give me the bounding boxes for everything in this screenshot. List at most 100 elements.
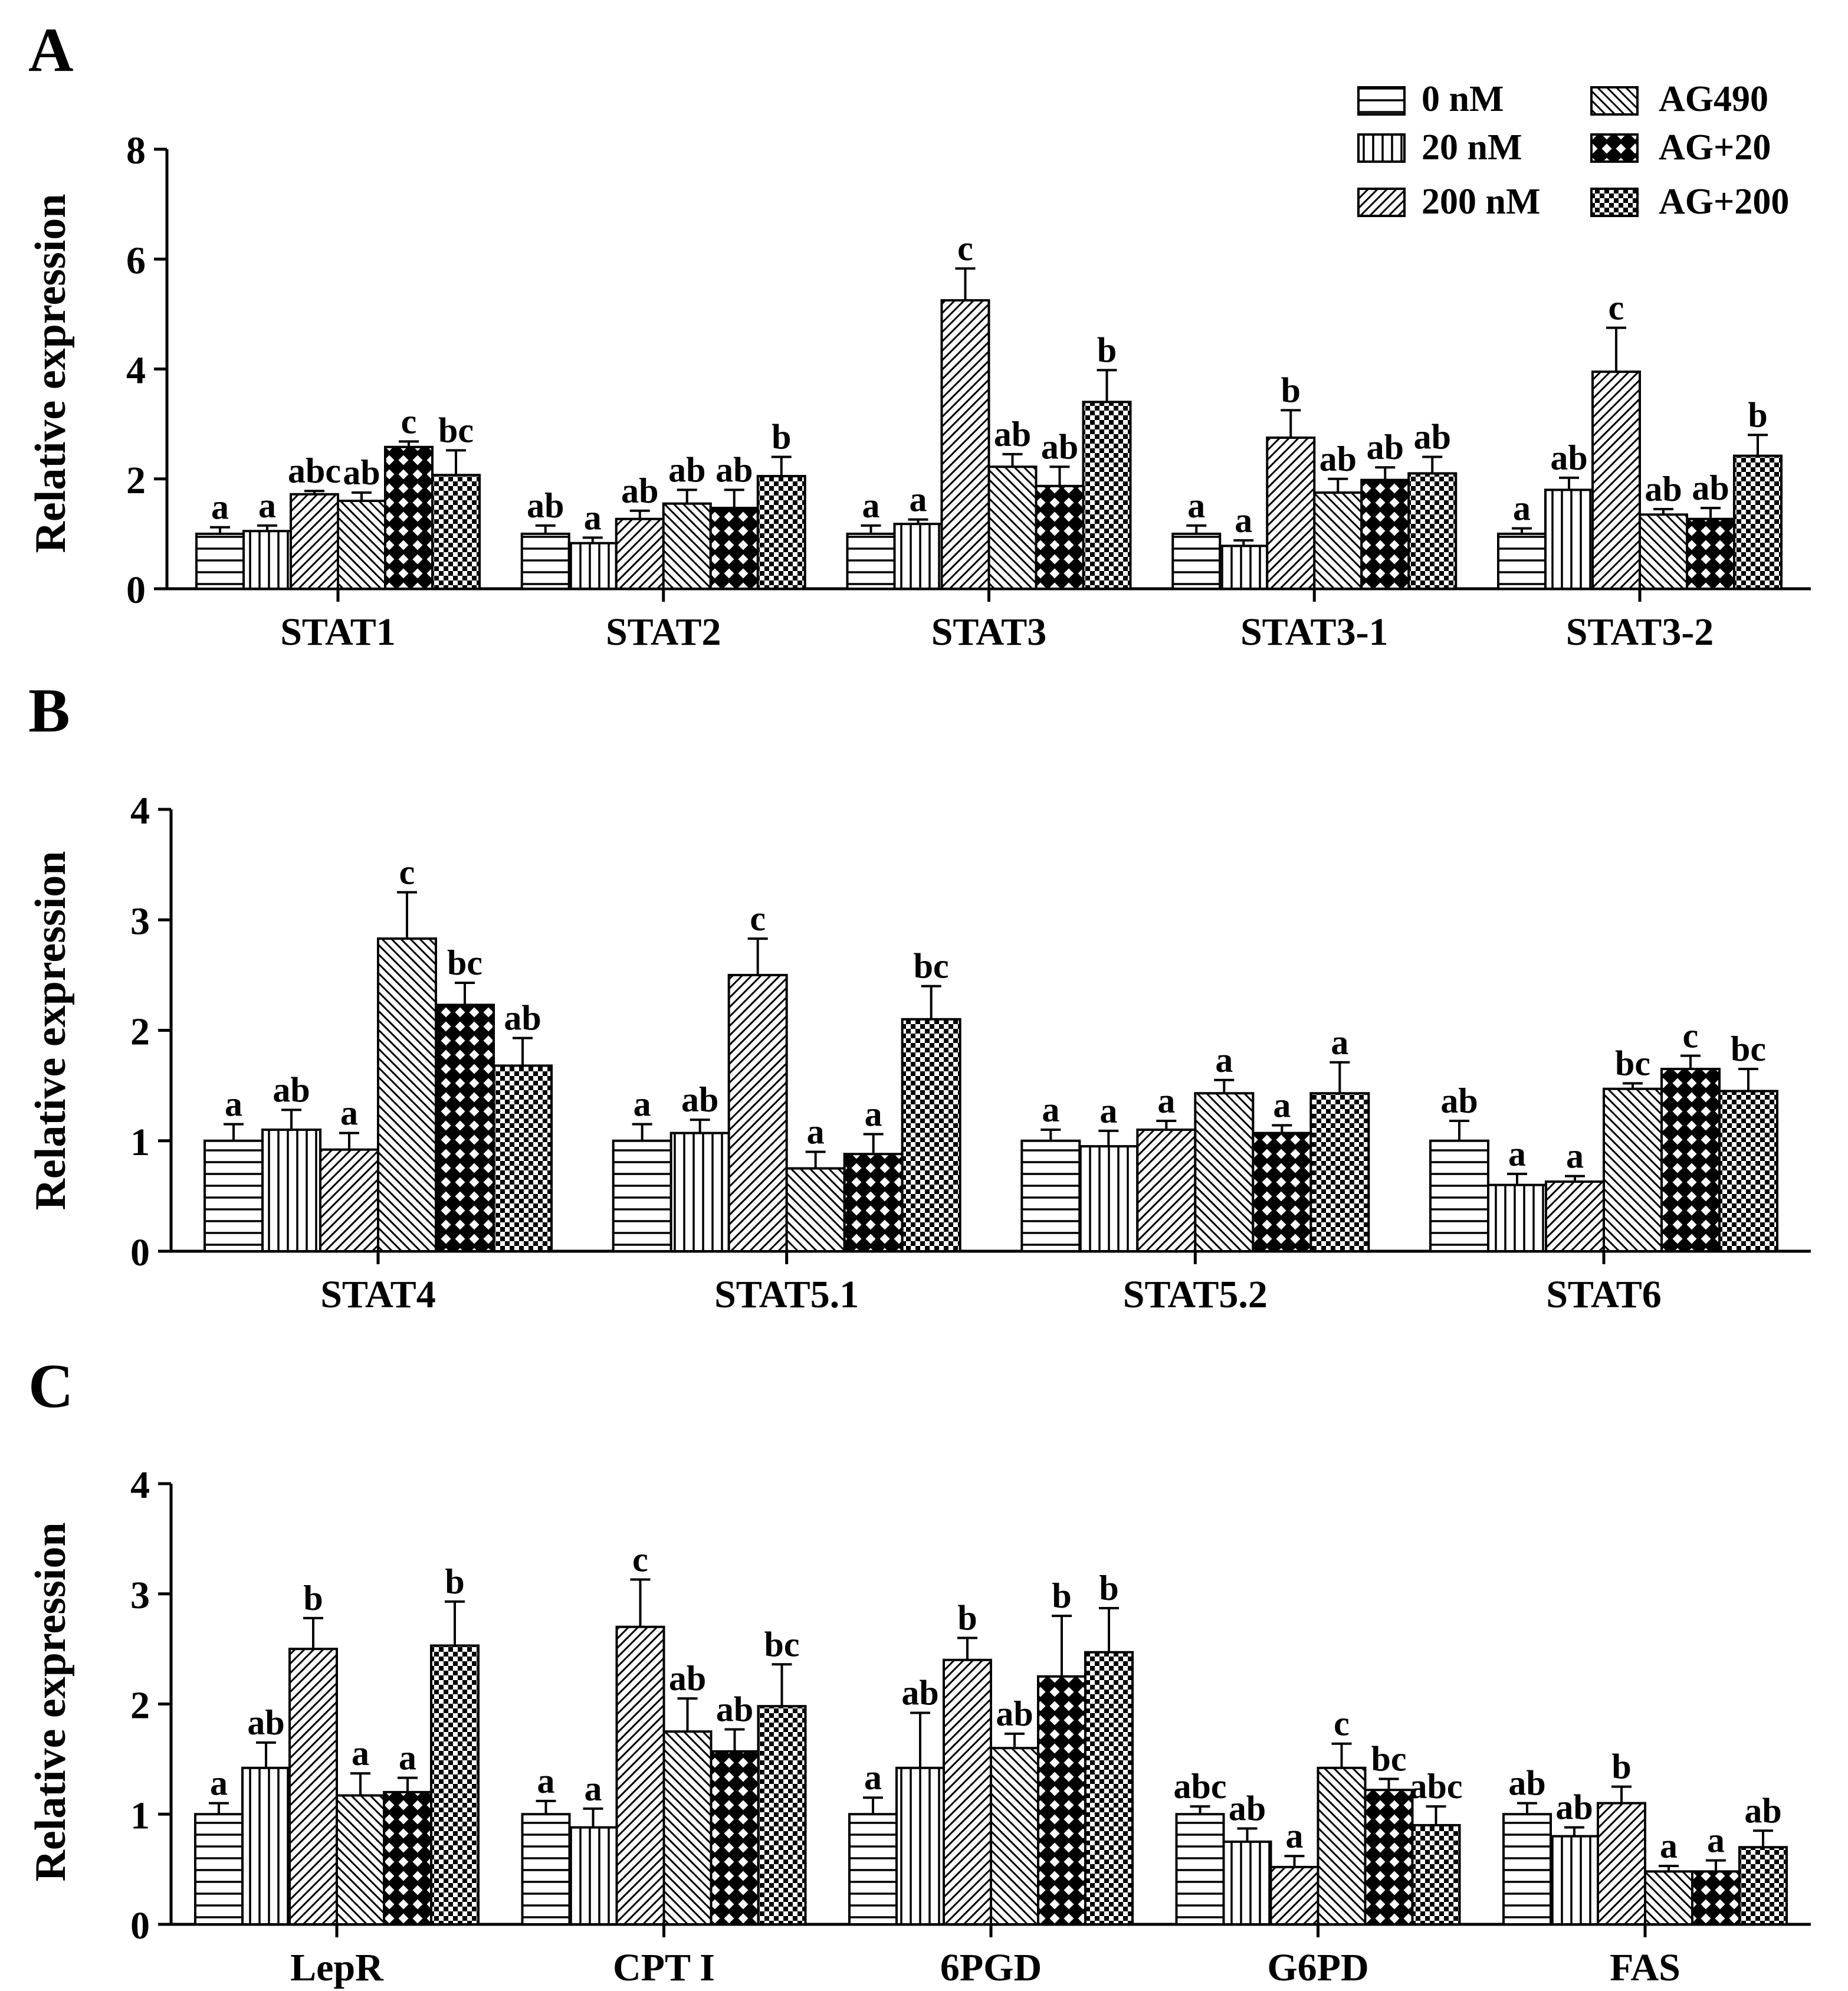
- y-tick-label: 8: [126, 129, 146, 172]
- y-axis-label-a: Relative expression: [27, 193, 75, 553]
- legend-label-ag490: AG490: [1659, 79, 1768, 119]
- bar: [756, 475, 806, 590]
- significance-letter: ab: [247, 1703, 284, 1742]
- y-axis-label-b: Relative expression: [27, 851, 75, 1210]
- bar: [1691, 1870, 1741, 1926]
- significance-letter: ab: [1229, 1789, 1266, 1828]
- bar: [843, 1153, 904, 1252]
- legend-swatch-ag490: [1590, 86, 1639, 116]
- y-tick-label: 0: [130, 1904, 150, 1947]
- significance-letter: b: [1281, 370, 1301, 409]
- bar: [1082, 401, 1132, 590]
- significance-letter: bc: [914, 947, 949, 986]
- x-tick-label: STAT1: [280, 611, 396, 654]
- significance-letter: ab: [1319, 439, 1357, 478]
- y-axis-label-c: Relative expression: [27, 1522, 75, 1881]
- bar: [1545, 1180, 1605, 1252]
- significance-letter: a: [1273, 1086, 1291, 1125]
- bar: [1309, 1092, 1370, 1253]
- bar: [893, 523, 943, 590]
- legend-label-0nm: 0 nM: [1422, 79, 1504, 119]
- significance-letter: a: [1660, 1826, 1678, 1865]
- significance-letter: bc: [1731, 1029, 1766, 1068]
- bar: [337, 500, 386, 590]
- y-tick-label: 4: [126, 349, 146, 392]
- legend: 0 nM 20 nM 200 nM AG490 AG+20 AG+200: [1357, 79, 1789, 222]
- significance-letter: c: [1334, 1704, 1350, 1743]
- bar: [1502, 1813, 1552, 1926]
- significance-letter: ab: [669, 1659, 706, 1698]
- significance-letter: ab: [994, 415, 1031, 454]
- bar: [1136, 1129, 1197, 1253]
- y-tick-label: 3: [130, 900, 150, 943]
- bar: [615, 517, 665, 591]
- significance-letter: a: [1235, 501, 1252, 540]
- x-tick-label: 6PGD: [940, 1946, 1042, 1989]
- bar: [383, 1790, 432, 1926]
- significance-letter: a: [865, 1095, 882, 1134]
- significance-letter: a: [862, 486, 880, 525]
- bar: [194, 1813, 244, 1926]
- significance-letter: a: [1187, 486, 1205, 525]
- legend-swatch-200nm: [1357, 188, 1406, 217]
- significance-letter: ab: [621, 471, 658, 510]
- y-tick-label: 4: [130, 789, 150, 832]
- bar: [195, 532, 245, 590]
- bar: [1175, 1813, 1225, 1926]
- bar: [940, 299, 990, 590]
- significance-letter: bc: [1615, 1044, 1650, 1083]
- significance-letter: b: [772, 418, 791, 457]
- x-tick-label: STAT3-1: [1240, 611, 1389, 654]
- significance-letter: a: [1513, 489, 1531, 528]
- y-tick-label: 2: [130, 1684, 150, 1727]
- bar: [288, 1648, 338, 1926]
- significance-letter: a: [1286, 1816, 1304, 1855]
- significance-letter: a: [352, 1734, 369, 1773]
- significance-letter: ab: [668, 450, 705, 489]
- x-tick-label: G6PD: [1267, 1946, 1368, 1989]
- significance-letter: a: [1157, 1081, 1175, 1120]
- legend-swatch-ag200: [1590, 188, 1639, 217]
- significance-letter: ab: [716, 1690, 753, 1728]
- bar: [615, 1625, 665, 1926]
- panel-label-b: B: [28, 676, 70, 745]
- significance-letter: a: [1707, 1821, 1725, 1860]
- bar: [319, 1148, 379, 1252]
- significance-letter: ab: [504, 999, 541, 1038]
- significance-letter: c: [632, 1540, 648, 1579]
- bar: [1686, 517, 1735, 591]
- x-tick-label: FAS: [1610, 1946, 1680, 1989]
- legend-swatch-20nm: [1357, 133, 1406, 163]
- panel-label-c: C: [28, 1352, 74, 1421]
- x-tick-label: STAT5.1: [714, 1273, 859, 1316]
- x-tick-label: STAT2: [606, 611, 721, 654]
- significance-letter: bc: [1371, 1739, 1407, 1778]
- bar: [1487, 1183, 1547, 1253]
- bar: [1219, 545, 1269, 590]
- bar: [612, 1139, 672, 1252]
- bar: [848, 1813, 898, 1926]
- y-tick-label: 3: [130, 1574, 150, 1617]
- significance-letter: b: [1052, 1576, 1071, 1615]
- significance-letter: ab: [1508, 1764, 1545, 1803]
- significance-letter: b: [303, 1579, 323, 1618]
- bar: [1591, 370, 1641, 590]
- significance-letter: c: [1683, 1016, 1699, 1055]
- bar: [384, 445, 434, 590]
- significance-letter: ab: [681, 1080, 718, 1119]
- bar: [1644, 1870, 1693, 1926]
- bar: [241, 1766, 291, 1926]
- bar: [709, 507, 759, 591]
- significance-letter: c: [957, 229, 973, 268]
- significance-letter: ab: [996, 1694, 1033, 1733]
- bar: [435, 1003, 495, 1252]
- y-tick-label: 2: [130, 1011, 150, 1054]
- bar: [1078, 1145, 1139, 1253]
- y-tick-label: 1: [130, 1794, 150, 1837]
- significance-letter: a: [1331, 1023, 1348, 1062]
- bar: [1317, 1766, 1367, 1926]
- x-tick-label: STAT3-2: [1566, 611, 1714, 654]
- bar: [1603, 1087, 1663, 1253]
